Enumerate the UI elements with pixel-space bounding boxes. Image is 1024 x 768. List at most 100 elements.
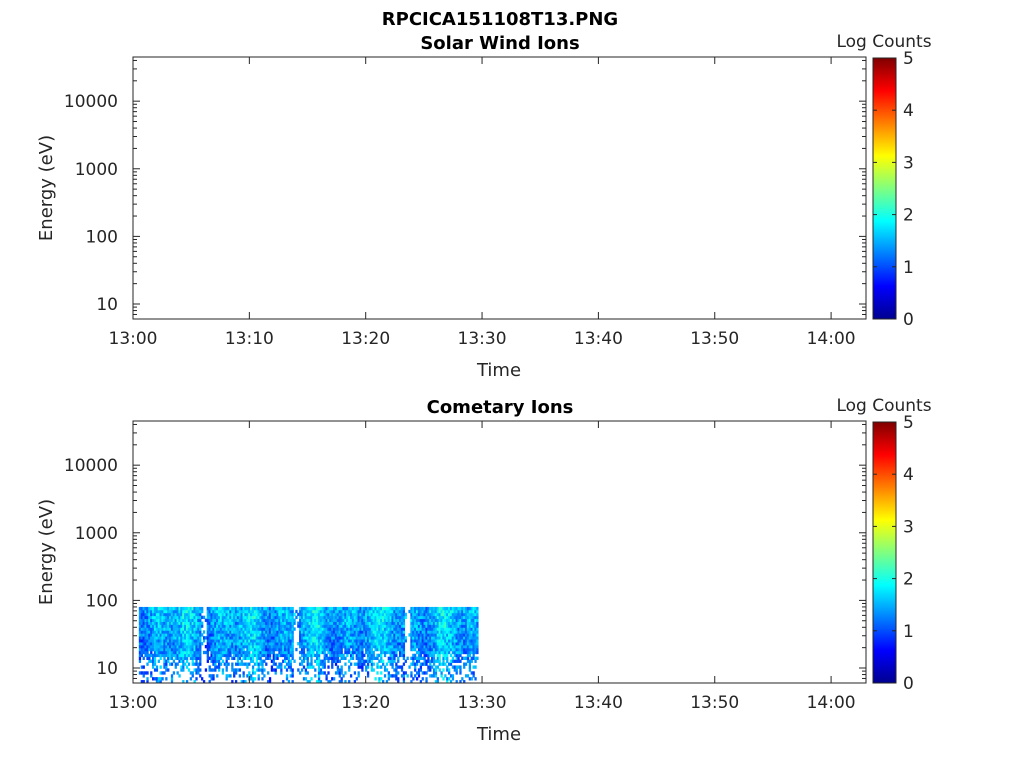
spectrogram-cell bbox=[432, 668, 436, 672]
spectrogram-cell bbox=[391, 633, 394, 637]
spectrogram-cell bbox=[334, 627, 338, 631]
spectrogram-cell bbox=[276, 606, 279, 611]
spectrogram-cell bbox=[212, 656, 215, 660]
spectrogram-cell bbox=[287, 644, 291, 649]
spectrogram-cell bbox=[455, 642, 458, 646]
spectrogram-cell bbox=[434, 618, 438, 622]
spectrogram-cell bbox=[331, 612, 334, 617]
spectrogram-cell bbox=[163, 665, 166, 669]
spectrogram-cell bbox=[314, 636, 317, 640]
spectrogram-cell bbox=[165, 621, 168, 625]
spectrogram-cell bbox=[240, 606, 243, 611]
spectrogram-cell bbox=[199, 653, 202, 658]
spectrogram-cell bbox=[229, 647, 232, 652]
spectrogram-cell bbox=[231, 650, 234, 655]
spectrogram-cell bbox=[393, 642, 396, 646]
spectrogram-cell bbox=[178, 642, 181, 646]
spectrogram-cell bbox=[278, 633, 281, 637]
spectrogram-cell bbox=[176, 612, 179, 617]
spectrogram-cell bbox=[476, 633, 479, 637]
plot-area bbox=[132, 56, 867, 320]
spectrogram-cell bbox=[174, 665, 177, 669]
spectrogram-cell bbox=[165, 618, 168, 622]
spectrogram-cell bbox=[380, 621, 383, 625]
spectrogram-cell bbox=[150, 624, 153, 628]
spectrogram-cell bbox=[316, 656, 319, 660]
spectrogram-cell bbox=[253, 647, 257, 652]
spectrogram-cell bbox=[185, 656, 189, 660]
spectrogram-cell bbox=[187, 624, 191, 628]
spectrogram-cell bbox=[476, 636, 479, 640]
spectrogram-cell bbox=[446, 618, 449, 622]
spectrogram-cell bbox=[193, 642, 196, 646]
spectrogram-cell bbox=[419, 668, 423, 672]
spectrogram-cell bbox=[417, 668, 421, 672]
spectrogram-cell bbox=[221, 609, 225, 614]
spectrogram-cell bbox=[368, 633, 372, 637]
spectrogram-cell bbox=[221, 612, 225, 617]
spectrogram-cell bbox=[261, 665, 264, 669]
spectrogram-cell bbox=[340, 630, 343, 634]
spectrogram-cell bbox=[334, 630, 338, 634]
spectrogram-cell bbox=[172, 653, 176, 658]
spectrogram-cell bbox=[283, 630, 287, 634]
spectrogram-cell bbox=[338, 606, 341, 611]
spectrogram-cell bbox=[221, 659, 225, 663]
spectrogram-cell bbox=[285, 633, 289, 637]
spectrogram-cell bbox=[474, 609, 477, 614]
spectrogram-cell bbox=[263, 639, 266, 643]
spectrogram-cell bbox=[161, 671, 164, 675]
x-tick-label: 13:20 bbox=[341, 329, 390, 349]
spectrogram-cell bbox=[285, 630, 289, 634]
spectrogram-cell bbox=[334, 656, 338, 660]
spectrogram-cell bbox=[144, 653, 147, 658]
spectrogram-cell bbox=[423, 653, 426, 658]
x-tick-label: 13:40 bbox=[574, 693, 623, 713]
spectrogram-cell bbox=[342, 627, 345, 631]
spectrogram-cell bbox=[417, 618, 421, 622]
spectrogram-cell bbox=[331, 639, 334, 643]
spectrogram-cell bbox=[355, 609, 358, 614]
spectrogram-cell bbox=[380, 659, 383, 663]
spectrogram-cell bbox=[176, 621, 179, 625]
spectrogram-cell bbox=[463, 609, 466, 614]
spectrogram-cell bbox=[368, 644, 372, 649]
spectrogram-cell bbox=[312, 633, 315, 637]
spectrogram-cell bbox=[349, 653, 353, 658]
spectrogram-cell bbox=[280, 612, 283, 617]
spectrogram-cell bbox=[476, 656, 479, 660]
spectrogram-cell bbox=[238, 615, 242, 620]
spectrogram-cell bbox=[167, 647, 170, 652]
spectrogram-cell bbox=[400, 606, 404, 611]
spectrogram-cell bbox=[178, 612, 181, 617]
spectrogram-cell bbox=[402, 636, 406, 640]
spectrogram-cell bbox=[189, 671, 193, 675]
spectrogram-cell bbox=[421, 636, 424, 640]
spectrogram-cell bbox=[267, 618, 270, 622]
spectrogram-cell bbox=[263, 624, 266, 628]
spectrogram-cell bbox=[163, 656, 166, 660]
spectrogram-cell bbox=[389, 659, 392, 663]
spectrogram-cell bbox=[270, 627, 274, 631]
spectrogram-cell bbox=[316, 609, 319, 614]
spectrogram-cell bbox=[327, 633, 330, 637]
spectrogram-cell bbox=[331, 644, 334, 649]
spectrogram-cell bbox=[317, 653, 321, 658]
spectrogram-cell bbox=[172, 633, 176, 637]
spectrogram-cell bbox=[153, 639, 157, 643]
spectrogram-cell bbox=[267, 653, 270, 658]
spectrogram-cell bbox=[168, 612, 172, 617]
spectrogram-cell bbox=[263, 630, 266, 634]
spectrogram-cell bbox=[310, 615, 313, 620]
spectrogram-cell bbox=[191, 647, 194, 652]
spectrogram-cell bbox=[287, 647, 291, 652]
spectrogram-cell bbox=[395, 668, 398, 672]
spectrogram-cell bbox=[368, 642, 372, 646]
spectrogram-cell bbox=[448, 618, 451, 622]
spectrogram-cell bbox=[353, 642, 357, 646]
spectrogram-cell bbox=[287, 618, 291, 622]
spectrogram-cell bbox=[464, 642, 468, 646]
spectrogram-cell bbox=[170, 618, 174, 622]
spectrogram-cell bbox=[140, 627, 143, 631]
spectrogram-cell bbox=[250, 653, 253, 658]
